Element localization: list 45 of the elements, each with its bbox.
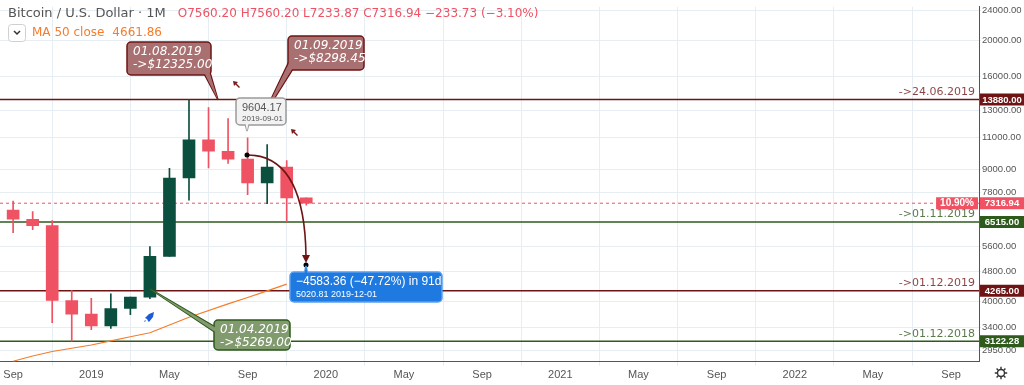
x-tick-label: Sep [472,368,492,381]
x-tick-label: Sep [237,368,258,381]
y-tick-label: 20000.00 [982,33,1022,45]
annotation: 01.04.2019 ->$5269.00 [220,322,292,350]
y-tick-label: 24000.00 [982,4,1022,16]
x-tick-label: Sep [3,368,23,381]
y-tick-label: 4800.00 [982,265,1017,277]
x-tick-label: May [628,368,650,381]
ref-line-label: ->01.12.2018 [898,326,975,340]
x-tick-label: 2021 [548,368,573,381]
chart-subtitle: O7560.20 H7560.20 L7233.87 C7316.94 −233.73 (−3.10%) [177,6,539,21]
text: 7316.94 [984,197,1020,209]
x-tick-label: May [862,368,884,381]
text: MA 50 close [32,25,105,40]
ref-line-label: ->24.06.2019 [898,84,975,98]
annotation: −4583.36 (−47.72%) in 91d 5020.81 2019-12-01 [296,274,442,301]
y-tick-label: 3400.00 [982,321,1017,333]
y-tick-label: 2950.00 [982,344,1017,356]
y-tick-label: 16000.00 [982,70,1022,82]
x-tick-label: 2019 [79,368,104,381]
text: 6515.00 [984,216,1020,228]
ref-line-label: ->01.12.2019 [898,276,975,290]
ref-line-label: ->01.11.2019 [898,207,975,221]
annotation: 01.09.2019 ->$8298.45 [294,38,366,66]
annotation: 01.08.2019 ->$12325.00 [133,44,213,72]
chart-title: Bitcoin / U.S. Dollar · 1M [8,5,166,21]
y-tick-label: 11000.00 [982,130,1021,142]
x-tick-label: May [393,368,415,381]
y-tick-label: 5600.00 [982,240,1017,252]
x-tick-label: 2020 [313,368,339,381]
x-tick-label: 2022 [782,368,808,381]
candlestick [221,118,235,164]
x-tick-label: May [159,368,181,381]
text: 4265.00 [984,284,1020,296]
text: 13880.00 [982,93,1022,105]
x-tick-label: Sep [941,368,961,381]
text: 3122.28 [984,335,1020,347]
y-tick-label: 13000.00 [982,103,1022,115]
y-tick-label: 4000.00 [982,294,1017,306]
x-tick-label: Sep [706,368,727,381]
y-tick-label: 7800.00 [982,186,1017,198]
annotation: 4661.86 [112,25,162,40]
y-tick-label: 9000.00 [982,163,1017,175]
annotation: 9604.17 2019-09-01 [242,101,284,124]
annotation: 10.90% [940,196,975,208]
